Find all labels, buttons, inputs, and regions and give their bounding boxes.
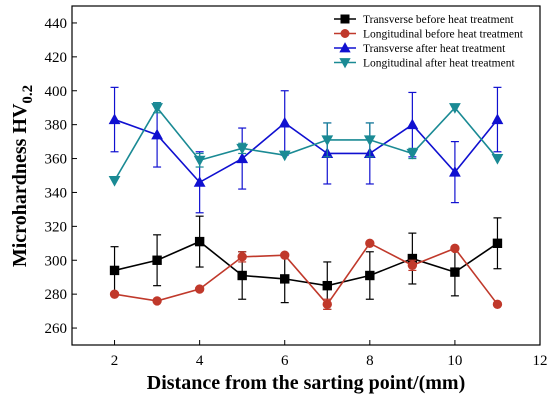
data-point [152, 296, 162, 306]
series-1 [109, 215, 503, 311]
series-4 [108, 102, 504, 187]
x-tick-label: 8 [366, 353, 374, 369]
data-point [236, 152, 249, 164]
data-point [322, 280, 332, 291]
y-tick-label: 300 [45, 253, 68, 269]
data-point [278, 116, 291, 128]
legend-marker [339, 58, 351, 69]
data-point [491, 154, 504, 165]
data-point [492, 238, 503, 249]
x-tick-label: 10 [447, 353, 462, 369]
x-axis-title: Distance from the sarting point/(mm) [147, 372, 465, 394]
data-point [365, 270, 375, 281]
series-2 [109, 238, 503, 311]
series-3 [108, 86, 504, 214]
data-point [151, 103, 163, 114]
y-tick-label: 360 [45, 152, 68, 168]
series-line [114, 118, 499, 184]
data-point [151, 128, 163, 140]
y-tick-label: 320 [45, 219, 68, 235]
data-point [449, 166, 461, 177]
data-point [450, 243, 460, 254]
data-point [237, 270, 247, 281]
data-point [365, 238, 375, 249]
legend-marker [340, 14, 350, 24]
data-point [406, 148, 419, 160]
y-axis-title: Microhardness HV0.2 [9, 85, 36, 267]
axis-ticks: 260 280 300 320 340 360 380 400 420 440 2 4 6 8 10 12 [45, 16, 548, 369]
legend-label: Longitudinal before heat treatment [363, 29, 524, 41]
legend-marker [340, 29, 350, 38]
y-tick-label: 380 [45, 118, 68, 134]
data-point [278, 150, 291, 162]
legend-item-3: Transverse after heat treatment [334, 42, 506, 55]
legend-item-4: Longitudinal after heat treatment [334, 58, 515, 70]
data-point [363, 135, 376, 146]
legend-label: Transverse after heat treatment [363, 43, 506, 55]
y-axis-title-main: Microhardness HV [9, 103, 31, 267]
data-point [193, 155, 206, 167]
x-tick-label: 6 [281, 353, 289, 369]
data-point [491, 113, 504, 125]
data-point [492, 299, 503, 310]
data-point [152, 255, 162, 265]
y-tick-label: 280 [45, 287, 68, 303]
legend-label: Transverse before heat treatment [363, 14, 514, 26]
y-tick-label: 260 [45, 321, 68, 337]
data-point [280, 274, 290, 284]
data-point [108, 176, 121, 187]
data-point [450, 267, 460, 277]
x-tick-label: 2 [111, 353, 119, 369]
series-line [114, 242, 499, 306]
data-point [280, 250, 290, 260]
y-tick-label: 400 [45, 84, 68, 100]
data-point [237, 252, 247, 262]
y-tick-label: 440 [45, 16, 68, 32]
data-point [193, 176, 206, 187]
data-point [449, 103, 461, 114]
data-point [236, 143, 249, 155]
series-line [114, 240, 498, 287]
legend-item-2: Longitudinal before heat treatment [334, 29, 524, 41]
y-tick-label: 340 [45, 185, 68, 201]
data-point [109, 265, 120, 276]
data-point [322, 299, 332, 310]
data-point [109, 289, 120, 299]
series-layer [108, 86, 504, 311]
series-line [113, 106, 499, 181]
legend: Transverse before heat treatment Longitud… [334, 14, 524, 70]
data-point [108, 113, 121, 125]
legend-label: Longitudinal after heat treatment [363, 58, 515, 70]
legend-item-1: Transverse before heat treatment [334, 14, 514, 26]
y-tick-label: 420 [45, 50, 68, 66]
data-point [407, 260, 418, 271]
x-tick-label: 12 [533, 353, 548, 369]
legend-marker [339, 42, 351, 53]
data-point [194, 236, 205, 247]
y-axis-title-subscript: 0.2 [20, 85, 36, 104]
plot-frame [71, 5, 541, 346]
x-tick-label: 4 [196, 353, 204, 369]
data-point [406, 118, 419, 130]
data-point [321, 135, 334, 146]
data-point [194, 284, 205, 294]
